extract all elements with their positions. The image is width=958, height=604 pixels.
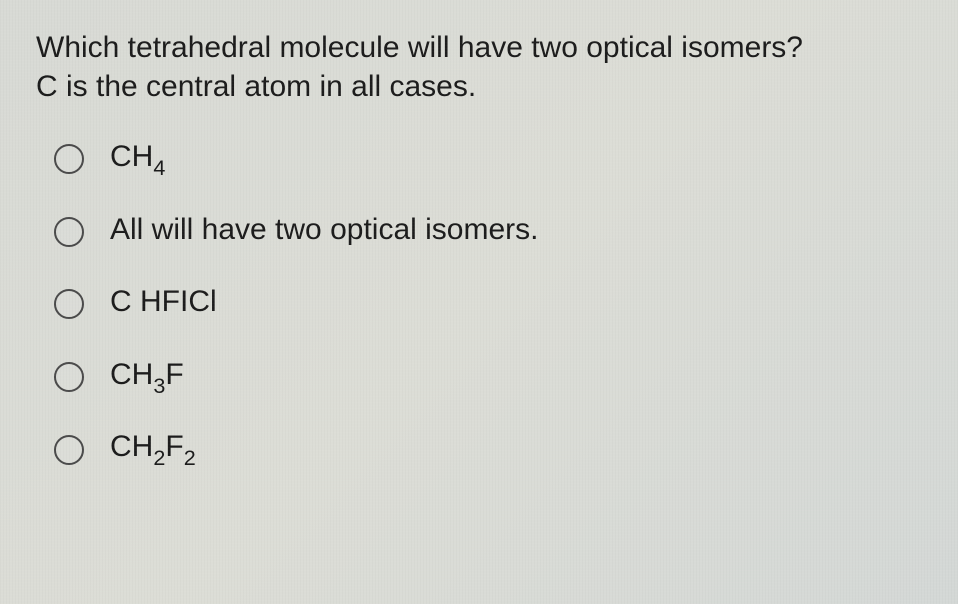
option-4[interactable]: CH2F2 [54,432,922,467]
option-label: CH3F [110,360,184,395]
radio-icon[interactable] [54,362,84,392]
radio-icon[interactable] [54,289,84,319]
question-text: Which tetrahedral molecule will have two… [36,28,922,106]
option-label: CH4 [110,142,165,177]
option-prefix: CH [110,358,153,391]
option-mid: F [165,430,183,463]
options-group: CH4 All will have two optical isomers. C… [36,142,922,467]
radio-icon[interactable] [54,217,84,247]
option-label: C HFICl [110,287,217,322]
option-2[interactable]: C HFICl [54,287,922,322]
option-mid: F [165,358,183,391]
option-sub2: 2 [184,445,196,470]
option-sub1: 4 [153,155,165,180]
option-prefix: CH [110,430,153,463]
option-prefix: CH [110,140,153,173]
option-prefix: C HFICl [110,285,217,318]
option-0[interactable]: CH4 [54,142,922,177]
option-label: CH2F2 [110,432,196,467]
radio-icon[interactable] [54,435,84,465]
option-3[interactable]: CH3F [54,360,922,395]
question-line-2: C is the central atom in all cases. [36,70,476,103]
radio-icon[interactable] [54,144,84,174]
option-1[interactable]: All will have two optical isomers. [54,215,922,250]
option-label: All will have two optical isomers. [110,215,538,250]
option-sub1: 3 [153,373,165,398]
option-prefix: All will have two optical isomers. [110,213,538,246]
option-sub1: 2 [153,445,165,470]
question-line-1: Which tetrahedral molecule will have two… [36,31,803,64]
